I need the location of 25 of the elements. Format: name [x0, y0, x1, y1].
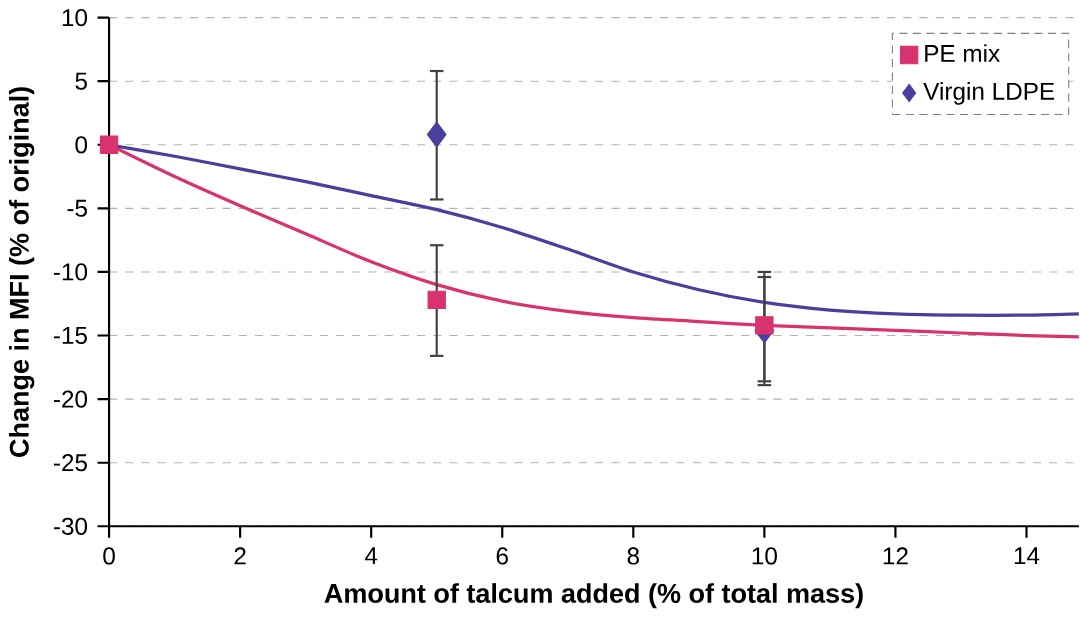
x-tick-label: 12 — [883, 547, 908, 565]
point — [426, 121, 447, 148]
y-tick-label: -20 — [53, 390, 88, 408]
y-axis-title: Change in MFI (% of original) — [9, 87, 35, 457]
x-axis-title: Amount of talcum added (% of total mass) — [324, 582, 863, 609]
x-tick-label: 0 — [103, 547, 115, 565]
legend-label: PE mix — [925, 44, 1000, 62]
x-tick-label: 8 — [627, 547, 640, 565]
legend-label: Virgin LDPE — [923, 81, 1055, 105]
y-tick-label: -5 — [67, 199, 87, 217]
x-tick-label: 10 — [752, 547, 777, 565]
x-tick-label: 4 — [364, 547, 378, 564]
x-tick-label: 6 — [496, 547, 508, 565]
y-tick-label: -15 — [53, 326, 87, 344]
y-tick-label: -10 — [53, 263, 88, 281]
point — [99, 135, 119, 154]
point — [427, 290, 446, 309]
y-tick-label: 5 — [75, 72, 87, 90]
y-tick-label: -25 — [53, 453, 87, 472]
y-tick-label: 10 — [62, 8, 88, 27]
y-tick-label: -30 — [53, 517, 88, 535]
x-tick-label: 14 — [1014, 547, 1040, 564]
y-tick-label: 0 — [75, 136, 88, 154]
point — [755, 316, 774, 335]
x-tick-label: 2 — [234, 547, 246, 565]
